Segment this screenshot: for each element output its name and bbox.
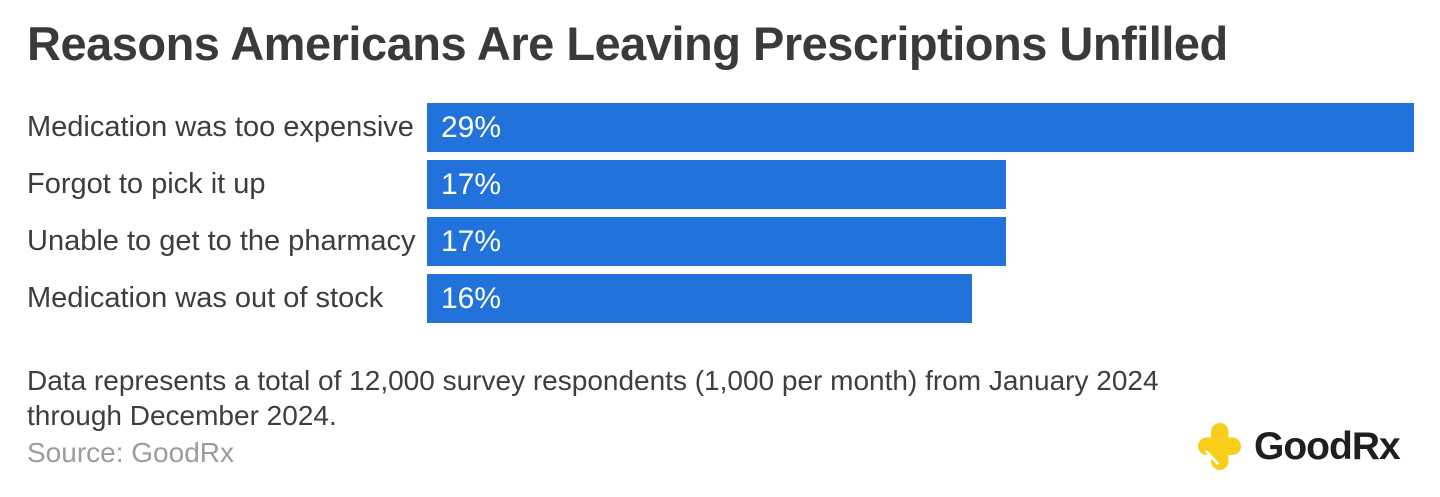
goodrx-wordmark-good: Good xyxy=(1254,424,1353,468)
bar-track: 17% xyxy=(427,217,1414,266)
bar-row: Unable to get to the pharmacy 17% xyxy=(0,217,1440,266)
bar-value-label: 17% xyxy=(441,167,502,201)
page-title: Reasons Americans Are Leaving Prescripti… xyxy=(27,17,1228,70)
bar-value-label: 16% xyxy=(441,281,502,315)
bar-track: 17% xyxy=(427,160,1414,209)
category-label: Forgot to pick it up xyxy=(27,168,266,200)
footnote-line: Data represents a total of 12,000 survey… xyxy=(27,365,1159,396)
bar-row: Medication was too expensive 29% xyxy=(0,103,1440,152)
bar: 29% xyxy=(427,103,1414,152)
bar-track: 16% xyxy=(427,274,1414,323)
bar-row: Medication was out of stock 16% xyxy=(0,274,1440,323)
bar: 16% xyxy=(427,274,972,323)
bar-track: 29% xyxy=(427,103,1414,152)
goodrx-wordmark-rx: Rx xyxy=(1351,424,1401,468)
category-label: Unable to get to the pharmacy xyxy=(27,225,416,257)
bar-value-label: 17% xyxy=(441,224,502,258)
footnote-line: through December 2024. xyxy=(27,400,337,431)
bar-row: Forgot to pick it up 17% xyxy=(0,160,1440,209)
bar-chart: Medication was too expensive 29% Forgot … xyxy=(0,103,1440,331)
bar: 17% xyxy=(427,217,1006,266)
goodrx-wordmark: GoodRx xyxy=(1254,424,1401,469)
source-credit: Source: GoodRx xyxy=(27,437,234,468)
goodrx-cross-icon xyxy=(1198,423,1241,470)
bar-value-label: 29% xyxy=(441,110,502,144)
bar: 17% xyxy=(427,160,1006,209)
footnote: Data represents a total of 12,000 survey… xyxy=(27,363,1159,433)
category-label: Medication was too expensive xyxy=(27,111,414,143)
category-label: Medication was out of stock xyxy=(27,282,384,314)
goodrx-logo: GoodRx xyxy=(1198,423,1401,470)
